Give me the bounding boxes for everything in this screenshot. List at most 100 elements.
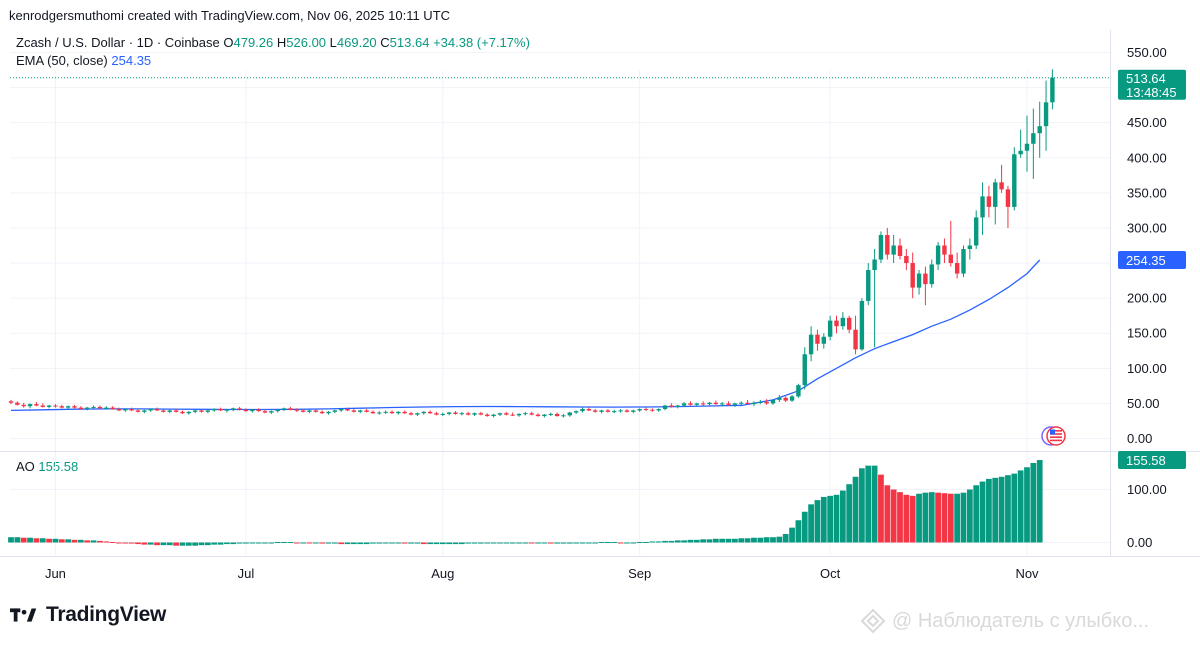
candle bbox=[986, 185, 992, 218]
candle bbox=[904, 249, 909, 271]
candle bbox=[313, 409, 318, 413]
ao-bar bbox=[312, 542, 319, 544]
ao-bar bbox=[274, 541, 281, 543]
candle-body bbox=[681, 403, 687, 406]
ao-bar bbox=[471, 542, 478, 544]
candle-body bbox=[840, 317, 846, 327]
candle-body bbox=[262, 411, 268, 413]
ao-bar bbox=[141, 542, 148, 545]
candle-body bbox=[65, 406, 71, 408]
ao-bar bbox=[452, 542, 459, 545]
ao-bar bbox=[71, 539, 78, 543]
ao-bar bbox=[636, 541, 643, 543]
candle-body bbox=[1005, 189, 1011, 207]
tradingview-logo[interactable]: TradingView bbox=[10, 603, 166, 627]
flag-stripe bbox=[1050, 433, 1062, 435]
ao-bar bbox=[846, 484, 853, 543]
ao-bar bbox=[522, 542, 529, 544]
ao-bar bbox=[116, 542, 122, 544]
candle bbox=[700, 401, 706, 406]
candle bbox=[434, 411, 439, 416]
candle bbox=[459, 411, 465, 416]
candle-body bbox=[834, 320, 839, 327]
candle-body bbox=[97, 406, 103, 409]
candle bbox=[929, 259, 934, 288]
ao-bar bbox=[20, 537, 27, 543]
candle bbox=[802, 347, 807, 390]
candle bbox=[243, 408, 249, 412]
ao-bar bbox=[852, 476, 859, 543]
candle bbox=[186, 411, 191, 415]
ao-bar bbox=[414, 542, 421, 544]
candle-body bbox=[59, 406, 64, 408]
candle-body bbox=[142, 410, 147, 412]
ao-bar bbox=[401, 542, 408, 544]
candle bbox=[980, 182, 985, 235]
candle bbox=[859, 298, 865, 351]
candle-body bbox=[916, 273, 922, 288]
candle-body bbox=[21, 404, 26, 407]
ao-bar bbox=[770, 537, 776, 543]
ao-bar bbox=[668, 540, 675, 543]
candle-body bbox=[878, 234, 884, 260]
candle-body bbox=[116, 409, 122, 411]
ao-bar bbox=[719, 538, 726, 543]
event-flag-icon[interactable] bbox=[1041, 426, 1066, 446]
ao-bar bbox=[789, 527, 795, 543]
flag-stripe bbox=[1050, 430, 1062, 432]
candle-body bbox=[173, 410, 179, 412]
ao-bar bbox=[389, 542, 395, 544]
candle bbox=[827, 315, 833, 341]
candle bbox=[446, 411, 452, 416]
last-price-tag-value: 513.64 bbox=[1126, 71, 1166, 86]
ao-bar bbox=[827, 495, 834, 543]
ao-bar bbox=[725, 538, 732, 543]
ao-bar bbox=[255, 542, 262, 544]
candle bbox=[777, 394, 782, 403]
candle bbox=[548, 412, 553, 417]
candle-body bbox=[1043, 102, 1049, 127]
ao-bar bbox=[681, 540, 687, 543]
ao-bar bbox=[528, 542, 535, 544]
candle-body bbox=[796, 385, 801, 397]
candle bbox=[389, 410, 395, 414]
y-tick-label: 400.00 bbox=[1127, 150, 1167, 165]
candle bbox=[618, 409, 623, 413]
candle-body bbox=[593, 410, 598, 412]
candle-body bbox=[713, 402, 719, 405]
ao-bar bbox=[655, 541, 662, 543]
candle-body bbox=[351, 410, 357, 412]
candle bbox=[294, 408, 299, 412]
ao-bar bbox=[820, 496, 827, 543]
candle-body bbox=[675, 405, 680, 407]
candle-body bbox=[891, 245, 896, 255]
candle bbox=[726, 401, 731, 406]
candle-body bbox=[897, 245, 903, 257]
candle-body bbox=[726, 403, 731, 405]
candle-body bbox=[27, 404, 33, 407]
open-value: 479.26 bbox=[233, 35, 274, 50]
candle bbox=[796, 383, 801, 398]
y-tick-label: 100.00 bbox=[1127, 361, 1167, 376]
candle-body bbox=[288, 408, 293, 410]
candle-body bbox=[535, 414, 541, 417]
candle bbox=[821, 333, 826, 349]
ao-bar bbox=[185, 542, 192, 546]
candle bbox=[250, 409, 255, 413]
candle bbox=[974, 210, 979, 250]
candle bbox=[815, 329, 820, 351]
ao-bar bbox=[611, 541, 618, 543]
x-tick-label: Nov bbox=[1015, 566, 1039, 581]
candle-body bbox=[923, 273, 928, 285]
candle-body bbox=[466, 413, 471, 415]
ao-bar bbox=[97, 540, 103, 543]
ao-bar bbox=[331, 542, 338, 544]
candle-body bbox=[980, 196, 985, 218]
ao-bar bbox=[693, 539, 700, 543]
candle bbox=[891, 234, 896, 264]
candle-body bbox=[472, 413, 477, 415]
candle-body bbox=[942, 245, 947, 255]
candle bbox=[624, 409, 630, 413]
ao-bar bbox=[408, 542, 414, 544]
